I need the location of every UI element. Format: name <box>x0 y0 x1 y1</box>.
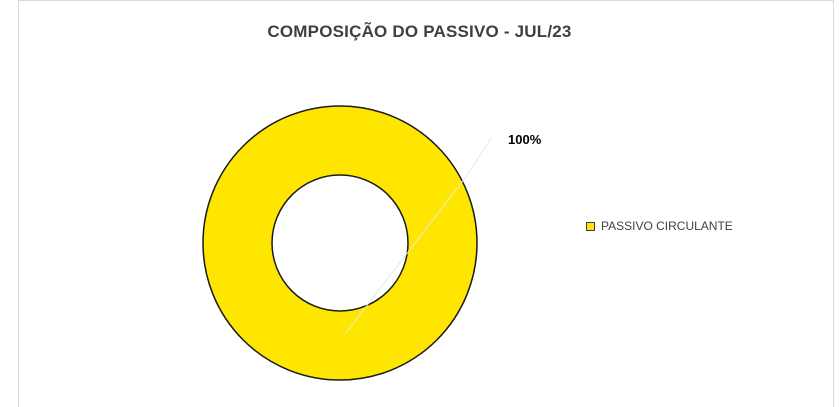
leader-line <box>344 136 493 335</box>
chart-title: COMPOSIÇÃO DO PASSIVO - JUL/23 <box>267 22 572 41</box>
legend-swatch-passivo-circulante <box>586 221 595 231</box>
legend: PASSIVO CIRCULANTE <box>586 219 733 233</box>
legend-label: PASSIVO CIRCULANTE <box>601 219 733 233</box>
data-label-0: 100% <box>508 132 542 147</box>
donut-slice-0 <box>202 105 478 381</box>
